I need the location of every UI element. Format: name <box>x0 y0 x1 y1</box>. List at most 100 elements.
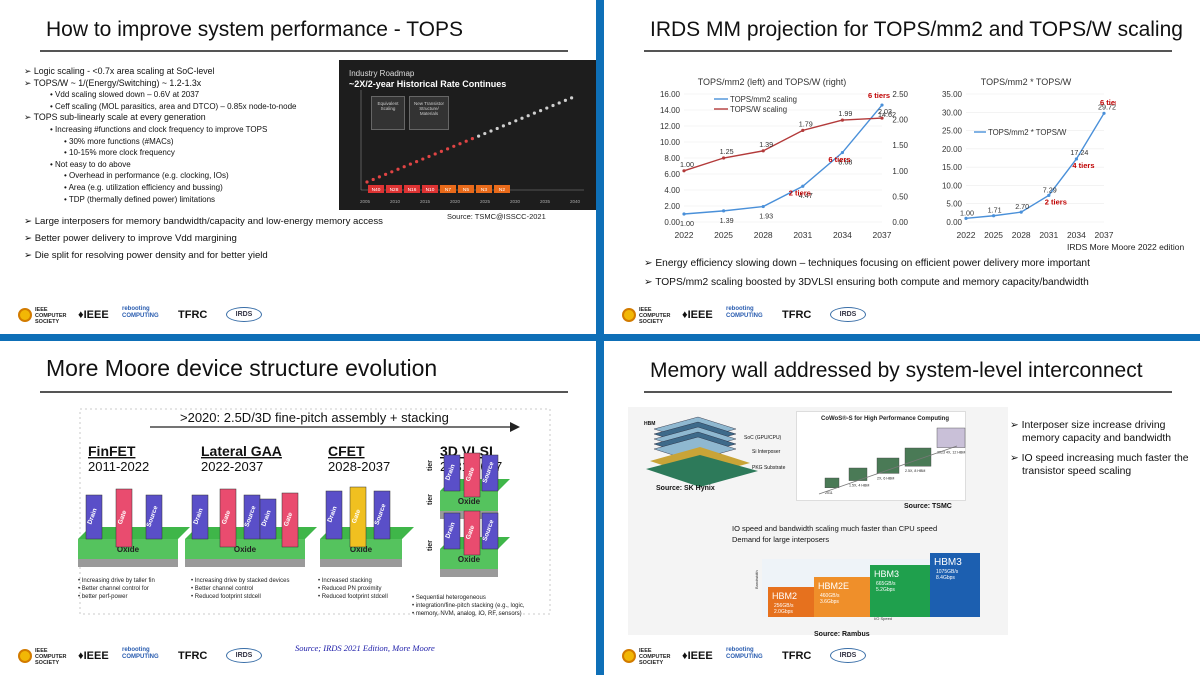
roadmap-point <box>390 170 394 174</box>
roadmap-point <box>489 129 493 133</box>
roadmap-point <box>470 137 474 141</box>
bullet-text: Ceff scaling (MOL parasitics, area and D… <box>55 101 297 111</box>
roadmap-point <box>557 101 561 105</box>
bullet-marker: ➢ <box>24 233 35 244</box>
legend-label: TOPS/mm2 scaling <box>730 95 797 104</box>
data-point <box>1047 193 1051 197</box>
device-note: • Better channel control <box>191 586 253 592</box>
bullet-marker: • <box>64 183 69 192</box>
logo-bar: IEEE COMPUTER SOCIETY ♦IEEE rebooting COMP… <box>622 306 882 328</box>
roadmap-source: Source: TSMC@ISSCC-2021 <box>447 212 546 221</box>
computer-society-text: IEEE COMPUTER SOCIETY <box>639 307 671 325</box>
left-tick-label: 12.00 <box>660 122 681 131</box>
bullet-text: Logic scaling - <0.7x area scaling at So… <box>33 66 215 76</box>
y-tick-label: 10.00 <box>942 181 963 190</box>
data-label: 1.99 <box>838 109 852 118</box>
roadmap-point <box>545 106 549 110</box>
roadmap-point <box>377 175 381 179</box>
title-rule <box>40 50 568 52</box>
logo-bar: IEEE COMPUTER SOCIETY ♦IEEE rebooting COMP… <box>622 647 882 669</box>
ieee-logo: ♦IEEE <box>682 650 713 662</box>
roadmap-point <box>402 165 406 169</box>
terminal-label: Gate <box>465 524 477 540</box>
data-label: 4.47 <box>799 191 813 200</box>
bullet-marker: • <box>64 171 70 181</box>
device-name: CFET <box>328 443 365 459</box>
data-point <box>992 214 996 218</box>
irds-source: Source; IRDS 2021 Edition, More Moore <box>295 643 435 653</box>
data-label: 1.39 <box>759 140 773 149</box>
bullet-marker: ➢ <box>24 250 35 261</box>
computer-society-logo <box>18 649 32 663</box>
roadmap-point <box>532 111 536 115</box>
device-years: 2011-2022 <box>88 459 149 474</box>
tier-annotation: 6 tiers <box>868 91 890 100</box>
fin-block <box>463 452 481 498</box>
bullet-item: ➢ Energy efficiency slowing down – techn… <box>644 258 1090 269</box>
data-point <box>801 128 805 132</box>
fin-block <box>85 494 103 540</box>
slide-title: How to improve system performance - TOPS <box>46 18 464 41</box>
x-tick-label: 2031 <box>793 230 812 240</box>
oxide-layer <box>185 539 305 559</box>
hbm-generation-block <box>870 565 930 617</box>
trend-arrow <box>818 445 958 495</box>
slide-title: IRDS MM projection for TOPS/mm2 and TOPS… <box>650 18 1183 41</box>
node-label: N40 <box>372 187 381 193</box>
fin-block <box>281 492 299 548</box>
node-label: N10 <box>426 187 435 193</box>
data-label: 1.79 <box>799 119 813 128</box>
substrate <box>185 559 305 567</box>
hbm-generation-name: HBM2 <box>772 591 797 601</box>
data-label: 1.25 <box>720 147 734 156</box>
hbm-generations-figure: HBM2 256GB/s2.0Gbps HBM2E 460GB/s3.6Gbps HBM… <box>754 553 980 621</box>
substrate <box>78 559 178 567</box>
fin-block <box>145 494 163 540</box>
hbm-generation-spec: 5.2Gbps <box>876 587 895 593</box>
hbm-generation-name: HBM3 <box>934 557 962 568</box>
roadmap-point <box>384 172 388 176</box>
bullet-text: TOPS/mm2 scaling boosted by 3DVLSI ensur… <box>655 277 1089 288</box>
node-label: N16 <box>408 187 417 193</box>
terminal-label: Gate <box>351 508 363 524</box>
source-hynix: Source: SK Hynix <box>656 485 715 492</box>
logo-bar: IEEE COMPUTER SOCIETY ♦IEEE rebooting COMP… <box>18 647 278 669</box>
data-point <box>840 118 844 122</box>
irds-logo: IRDS <box>226 307 262 322</box>
ieee-logo: ♦IEEE <box>78 650 109 662</box>
bullet-item: • Vdd scaling slowed down – 0.6V at 2037 <box>50 89 199 100</box>
bullet-item: ➢ Logic scaling - <0.7x area scaling at … <box>24 66 215 77</box>
fin-block <box>325 490 343 540</box>
hbm-generation-spec: 460GB/s <box>820 593 840 599</box>
x-tick-label: 2025 <box>984 230 1003 240</box>
bullet-marker: • <box>50 125 56 134</box>
node-label: N2 <box>499 187 505 193</box>
roadmap-point <box>458 142 462 146</box>
left-tick-label: 6.00 <box>664 170 680 179</box>
tier-annotation: 2 tiers <box>789 189 811 198</box>
device-name: FinFET <box>88 443 136 459</box>
slide-device-evolution: More Moore device structure evolution >2… <box>0 341 596 675</box>
hbm-generation-spec: 2.0Gbps <box>774 609 793 615</box>
data-label: 1.00 <box>680 160 694 169</box>
roadmap-point <box>421 157 425 161</box>
tier-annotation: 4 tiers <box>1072 161 1094 170</box>
device-note: • Reduced footprint stdcell <box>191 594 261 600</box>
data-label: 2.70 <box>1015 202 1029 211</box>
node-label: N7 <box>445 187 451 193</box>
node-label: N5 <box>463 187 469 193</box>
x-tick-label: 2022 <box>675 230 694 240</box>
data-point <box>722 209 726 213</box>
substrate <box>320 559 402 567</box>
slide-title: More Moore device structure evolution <box>46 355 438 381</box>
y-tick-label: 0.00 <box>946 218 962 227</box>
fin-block <box>443 454 461 492</box>
roadmap-point <box>415 160 419 164</box>
device-note: • Sequential heterogeneous <box>412 595 486 601</box>
data-point <box>801 184 805 188</box>
bullet-item: • 10-15% more clock frequency <box>64 147 175 158</box>
bullet-marker: ➢ <box>24 216 35 227</box>
year-label: 2010 <box>390 199 401 204</box>
data-label: 2.03 <box>878 107 892 116</box>
soc-label: SoC (GPU/CPU) <box>744 435 782 441</box>
